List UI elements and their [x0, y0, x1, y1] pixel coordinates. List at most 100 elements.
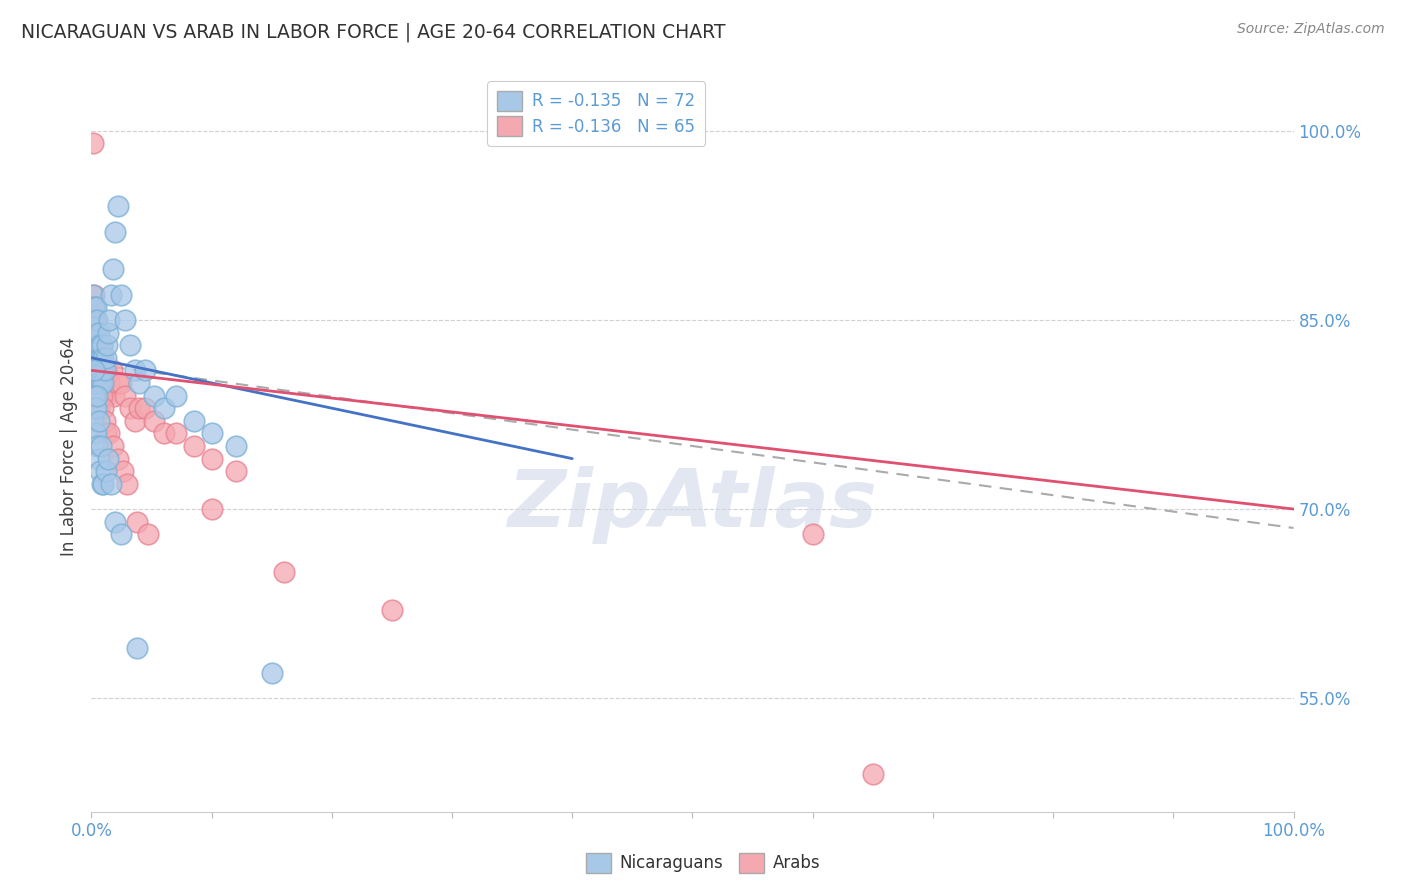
Point — [201, 451, 224, 466]
Point — [225, 439, 247, 453]
Point — [84, 326, 107, 340]
Point — [87, 376, 110, 390]
Point — [84, 426, 107, 441]
Point — [100, 287, 122, 301]
Point — [83, 388, 105, 402]
Point — [114, 388, 136, 402]
Legend: Nicaraguans, Arabs: Nicaraguans, Arabs — [579, 847, 827, 880]
Point — [118, 338, 141, 352]
Point — [96, 338, 118, 352]
Point — [101, 439, 124, 453]
Point — [91, 338, 114, 352]
Point — [90, 376, 112, 390]
Point — [118, 401, 141, 416]
Point — [93, 376, 115, 390]
Point — [104, 515, 127, 529]
Point — [90, 439, 112, 453]
Point — [152, 426, 174, 441]
Point — [117, 476, 139, 491]
Point — [104, 225, 127, 239]
Point — [82, 136, 104, 151]
Point — [84, 313, 107, 327]
Point — [84, 376, 107, 390]
Point — [84, 351, 107, 365]
Point — [201, 426, 224, 441]
Point — [381, 603, 404, 617]
Point — [84, 376, 107, 390]
Point — [91, 388, 114, 402]
Point — [125, 515, 148, 529]
Point — [111, 464, 134, 478]
Point — [90, 376, 112, 390]
Point — [86, 439, 108, 453]
Point — [98, 376, 121, 390]
Point — [801, 527, 824, 541]
Point — [93, 363, 115, 377]
Point — [91, 338, 114, 352]
Point — [183, 414, 205, 428]
Point — [152, 401, 174, 416]
Text: Source: ZipAtlas.com: Source: ZipAtlas.com — [1237, 22, 1385, 37]
Point — [84, 426, 107, 441]
Point — [83, 351, 105, 365]
Point — [93, 401, 115, 416]
Point — [84, 300, 107, 314]
Point — [87, 401, 110, 416]
Point — [84, 338, 107, 352]
Point — [86, 388, 108, 402]
Point — [86, 338, 108, 352]
Text: ZipAtlas: ZipAtlas — [508, 466, 877, 543]
Point — [87, 451, 110, 466]
Point — [142, 388, 165, 402]
Point — [84, 388, 107, 402]
Point — [83, 326, 105, 340]
Point — [83, 351, 105, 365]
Point — [84, 401, 107, 416]
Point — [94, 464, 117, 478]
Point — [93, 414, 115, 428]
Point — [84, 363, 107, 377]
Point — [87, 363, 110, 377]
Point — [87, 414, 110, 428]
Y-axis label: In Labor Force | Age 20-64: In Labor Force | Age 20-64 — [59, 336, 77, 556]
Point — [97, 326, 120, 340]
Point — [84, 326, 107, 340]
Point — [93, 363, 115, 377]
Point — [89, 338, 111, 352]
Point — [100, 476, 122, 491]
Point — [84, 351, 107, 365]
Point — [134, 363, 156, 377]
Point — [87, 376, 110, 390]
Point — [101, 363, 124, 377]
Point — [107, 199, 129, 213]
Point — [101, 262, 124, 277]
Point — [87, 351, 110, 365]
Point — [110, 376, 132, 390]
Point — [128, 376, 150, 390]
Point — [84, 313, 107, 327]
Point — [128, 401, 150, 416]
Point — [107, 376, 129, 390]
Point — [82, 287, 104, 301]
Point — [124, 363, 146, 377]
Point — [201, 502, 224, 516]
Legend: R = -0.135   N = 72, R = -0.136   N = 65: R = -0.135 N = 72, R = -0.136 N = 65 — [488, 81, 706, 145]
Point — [165, 426, 187, 441]
Text: NICARAGUAN VS ARAB IN LABOR FORCE | AGE 20-64 CORRELATION CHART: NICARAGUAN VS ARAB IN LABOR FORCE | AGE … — [21, 22, 725, 42]
Point — [183, 439, 205, 453]
Point — [134, 401, 156, 416]
Point — [84, 351, 107, 365]
Point — [89, 464, 111, 478]
Point — [83, 376, 105, 390]
Point — [110, 527, 132, 541]
Point — [91, 476, 114, 491]
Point — [96, 363, 118, 377]
Point — [90, 376, 112, 390]
Point — [114, 313, 136, 327]
Point — [125, 640, 148, 655]
Point — [93, 376, 115, 390]
Point — [86, 313, 108, 327]
Point — [94, 426, 117, 441]
Point — [84, 338, 107, 352]
Point — [98, 426, 121, 441]
